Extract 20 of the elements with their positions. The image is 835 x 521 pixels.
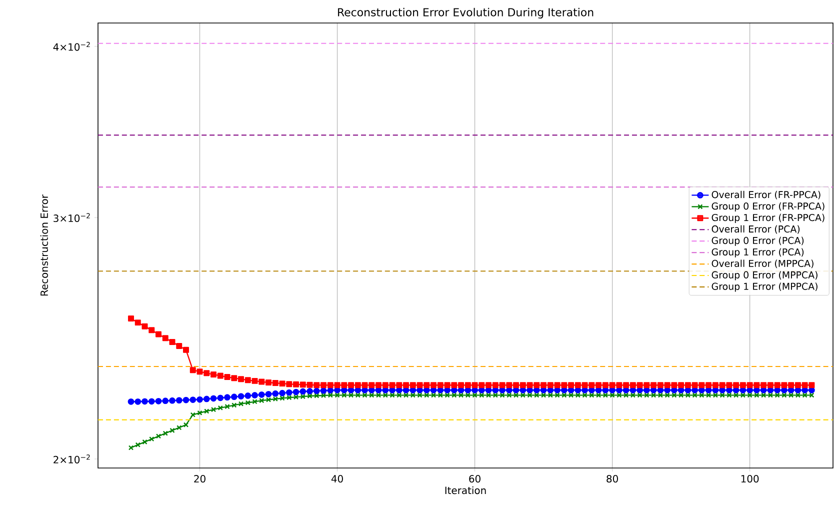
legend-label: Group 0 Error (PCA) [712, 236, 804, 246]
legend-label: Overall Error (FR-PPCA) [712, 190, 820, 200]
x-axis-title: Iteration [445, 486, 486, 494]
y-tick-label: 2×10$^{−2}$ [54, 454, 90, 464]
legend-label: Group 1 Error (PCA) [712, 248, 804, 258]
legend-label: Overall Error (PCA) [712, 225, 800, 234]
chart-title: Reconstruction Error Evolution During Iteration [338, 8, 594, 19]
legend-label: Group 1 Error (FR-PPCA) [712, 214, 824, 223]
legend-label: Group 0 Error (FR-PPCA) [712, 202, 824, 212]
x-tick-label: 100 [741, 475, 759, 483]
x-tick-label: 20 [194, 475, 206, 483]
legend-label: Group 1 Error (MPPCA) [712, 282, 818, 292]
x-tick-label: 60 [469, 475, 480, 483]
legend-label: Group 0 Error (MPPCA) [712, 271, 818, 280]
y-tick-label: 4×10$^{−2}$ [53, 42, 90, 51]
x-tick-label: 40 [331, 475, 343, 483]
legend-label: Overall Error (MPPCA) [712, 260, 814, 268]
y-tick-label: 3×10$^{−2}$ [54, 213, 90, 222]
y-axis-title: Reconstruction Error [40, 194, 48, 296]
x-tick-label: 80 [606, 475, 618, 483]
